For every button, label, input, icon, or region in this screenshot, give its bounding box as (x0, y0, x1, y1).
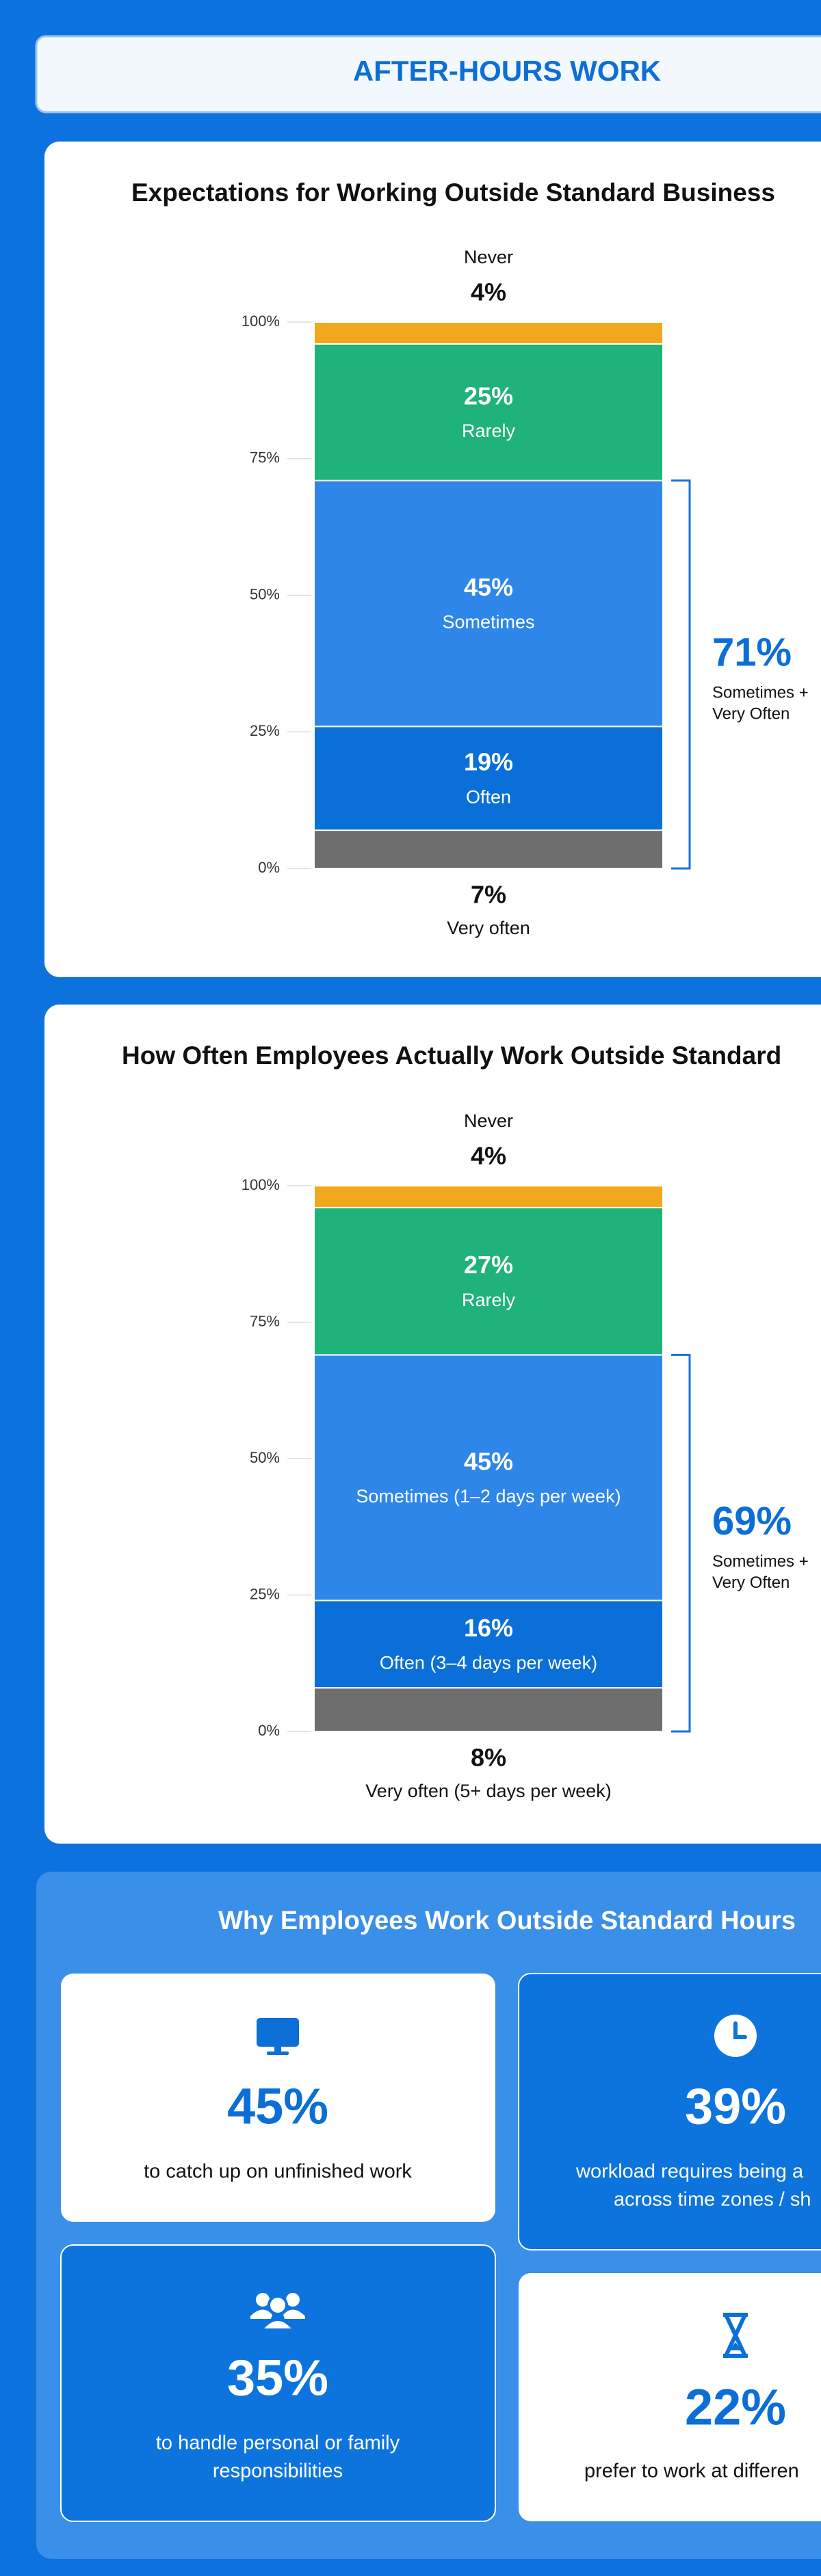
legend-label: Often (3–4 days per week) (380, 1652, 597, 1673)
icon-part (267, 2051, 289, 2055)
reason-card (61, 1974, 495, 2222)
icon (250, 2293, 305, 2331)
bar-segment (313, 1354, 664, 1602)
bar-segment (313, 1185, 664, 1208)
icon (714, 2015, 757, 2057)
legend-label: Never (464, 1111, 513, 1131)
bar-segment (313, 829, 664, 869)
icon-part (257, 2018, 299, 2047)
reason-card (519, 2273, 821, 2521)
icon (723, 2313, 748, 2358)
annotation-text: Very Often (712, 705, 790, 723)
bar-segment (313, 1599, 664, 1689)
reason-text: prefer to work at differen (584, 2460, 799, 2482)
reason-text: to catch up on unfinished work (144, 2161, 412, 2183)
reason-text: workload requires being a (575, 2161, 804, 2183)
chart-title: How Often Employees Actually Work Outsid… (122, 1041, 781, 1070)
icon-part (256, 2293, 270, 2307)
y-tick-label: 25% (250, 1585, 280, 1602)
y-tick-label: 50% (250, 1449, 280, 1466)
reason-text: to handle personal or family (156, 2432, 400, 2454)
bracket (671, 1353, 691, 1733)
value-label: 45% (464, 573, 513, 601)
legend-label: Very often (447, 918, 530, 938)
bar-segment (313, 479, 664, 728)
annotation-value: 71% (712, 630, 792, 675)
icon-part (258, 2318, 298, 2331)
icon-part (250, 2309, 305, 2319)
y-tick-label: 75% (250, 1312, 280, 1329)
legend-label: Very often (5+ days per week) (365, 1781, 611, 1801)
y-tick-label: 50% (250, 585, 280, 602)
reasons-title: Why Employees Work Outside Standard Hour… (218, 1907, 796, 1935)
y-tick-label: 25% (250, 722, 280, 739)
y-tick-label: 0% (258, 1722, 280, 1739)
chart-title: Expectations for Working Outside Standar… (131, 178, 775, 207)
reason-card (60, 2244, 496, 2522)
y-tick-label: 75% (250, 449, 280, 466)
value-label: 7% (471, 881, 506, 909)
icon (257, 2018, 299, 2055)
legend-label: Sometimes (1–2 days per week) (356, 1486, 621, 1506)
annotation-value: 69% (712, 1499, 792, 1543)
legend-label: Often (466, 786, 511, 807)
value-label: 27% (464, 1251, 513, 1279)
header-title: AFTER-HOURS WORK (353, 55, 661, 87)
value-label: 25% (464, 382, 513, 410)
bar-segment (313, 1206, 664, 1356)
value-label: 4% (471, 278, 506, 306)
bar-segment (313, 343, 664, 481)
value-label: 45% (464, 1447, 513, 1475)
value-label: 19% (464, 748, 513, 776)
icon-part (274, 2047, 281, 2052)
icon-part (733, 2021, 747, 2039)
reason-value: 22% (685, 2379, 786, 2436)
reason-value: 35% (227, 2350, 328, 2406)
value-label: 8% (471, 1744, 506, 1772)
value-label: 16% (464, 1614, 513, 1642)
annotation-text: Very Often (712, 1574, 790, 1592)
bar-segment (313, 1687, 664, 1732)
value-label: 4% (471, 1142, 506, 1170)
y-tick-label: 0% (258, 859, 280, 876)
legend-label: Sometimes (442, 612, 534, 633)
bracket (671, 479, 691, 870)
reason-text: across time zones / sh (614, 2189, 811, 2211)
header-box (35, 35, 821, 114)
icon-part (286, 2293, 300, 2307)
icon-part (723, 2313, 748, 2358)
reason-text: responsibilities (213, 2460, 343, 2482)
y-tick-label: 100% (242, 313, 280, 330)
legend-label: Never (464, 247, 513, 267)
annotation-text: Sometimes + (712, 684, 809, 702)
icon-part (730, 2342, 741, 2350)
legend-label: Rarely (462, 421, 516, 441)
bar-segment (313, 726, 664, 832)
legend-label: Rarely (462, 1290, 516, 1310)
icon-part (268, 2295, 288, 2315)
y-tick-label: 100% (242, 1176, 280, 1193)
bar-segment (313, 321, 664, 345)
reason-value: 39% (685, 2078, 786, 2135)
annotation-text: Sometimes + (712, 1552, 809, 1571)
reason-value: 45% (227, 2078, 328, 2135)
